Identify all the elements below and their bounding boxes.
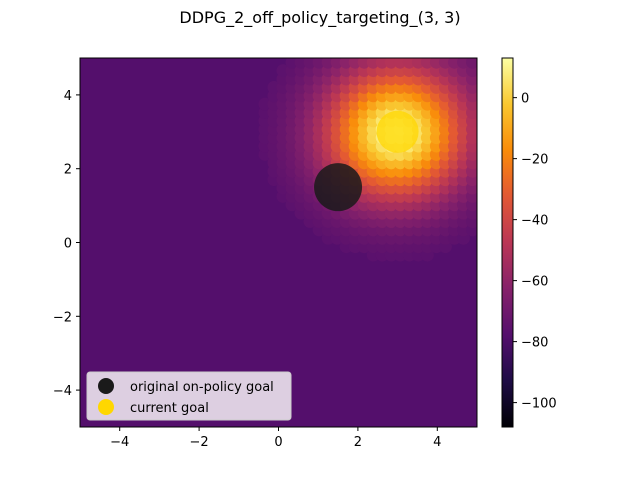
- x-tick-label: −4: [110, 435, 129, 450]
- x-tick-label: 4: [433, 435, 441, 450]
- heatmap-field: [80, 58, 477, 427]
- y-tick-label: 0: [64, 237, 72, 252]
- goal-markers: [314, 110, 419, 212]
- heat-cell: [276, 64, 290, 78]
- y-tick-label: −4: [53, 384, 72, 399]
- x-axis: −4 −2 0 2 4: [110, 427, 441, 450]
- legend: original on-policy goal current goal: [86, 371, 292, 421]
- y-axis: −4 −2 0 2 4: [53, 89, 80, 399]
- colorbar-axis: 0 −20 −40 −60 −80 −100: [513, 92, 557, 412]
- x-tick-label: −2: [190, 435, 209, 450]
- heat-cell: [258, 97, 272, 111]
- colorbar-tick-label: −80: [521, 336, 548, 351]
- colorbar-tick-label: 0: [521, 92, 529, 107]
- colorbar-tick-label: −100: [521, 397, 557, 412]
- colorbar: [502, 58, 513, 427]
- colorbar-tick-label: −20: [521, 153, 548, 168]
- legend-marker-original-goal: [98, 378, 114, 394]
- legend-label-original-goal: original on-policy goal: [130, 380, 274, 395]
- legend-marker-current-goal: [98, 399, 114, 415]
- colorbar-tick-label: −40: [521, 214, 548, 229]
- original-goal-marker: [314, 163, 363, 212]
- y-tick-label: −2: [53, 310, 72, 325]
- colorbar-frame: [501, 57, 514, 428]
- chart-title: DDPG_2_off_policy_targeting_(3, 3): [179, 8, 460, 28]
- legend-label-current-goal: current goal: [130, 401, 209, 416]
- colorbar-tick-label: −60: [521, 275, 548, 290]
- heat-cell: [267, 80, 281, 94]
- x-tick-label: 0: [274, 435, 282, 450]
- y-tick-label: 4: [64, 89, 72, 104]
- heat-cell: [465, 58, 477, 69]
- current-goal-marker: [376, 110, 419, 153]
- x-tick-label: 2: [354, 435, 362, 450]
- y-tick-label: 2: [64, 163, 72, 178]
- legend-box: [86, 371, 292, 421]
